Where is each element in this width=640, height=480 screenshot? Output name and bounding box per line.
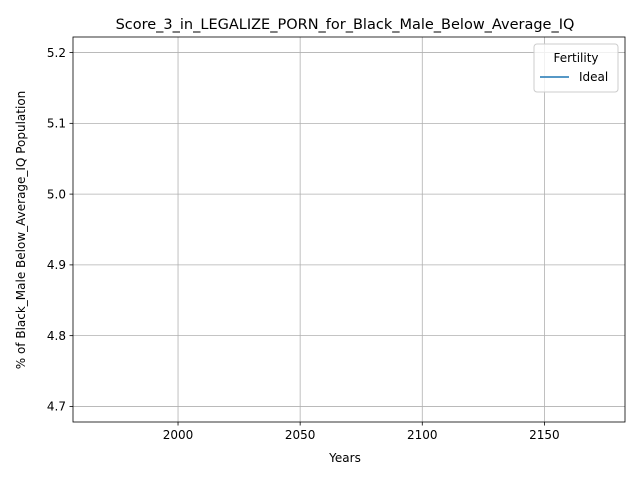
x-tick-label: 2050 [285,428,316,442]
legend-box [533,43,619,93]
x-tick-label: 2000 [163,428,194,442]
y-axis-title: % of Black_Male Below_Average_IQ Populat… [14,91,28,370]
plot-area-frame [72,36,626,423]
y-tick-label: 4.8 [47,329,66,343]
grid [73,37,625,422]
legend-title: Fertility [553,51,598,65]
x-tick-label: 2150 [529,428,560,442]
legend: Fertility Ideal [533,43,619,93]
legend-entry-ideal: Ideal [579,70,608,84]
y-tick-label: 5.2 [47,46,66,60]
ticks: 2000 2050 2100 2150 4.7 4.8 4.9 5.0 5.1 5.2 [47,46,560,442]
x-axis-title: Years [328,451,361,465]
y-tick-label: 4.7 [47,400,66,414]
y-tick-label: 4.9 [47,258,66,272]
chart-title: Score_3_in_LEGALIZE_PORN_for_Black_Male_… [116,17,575,33]
y-tick-label: 5.1 [47,117,66,131]
x-tick-label: 2100 [407,428,438,442]
y-tick-label: 5.0 [47,187,66,201]
